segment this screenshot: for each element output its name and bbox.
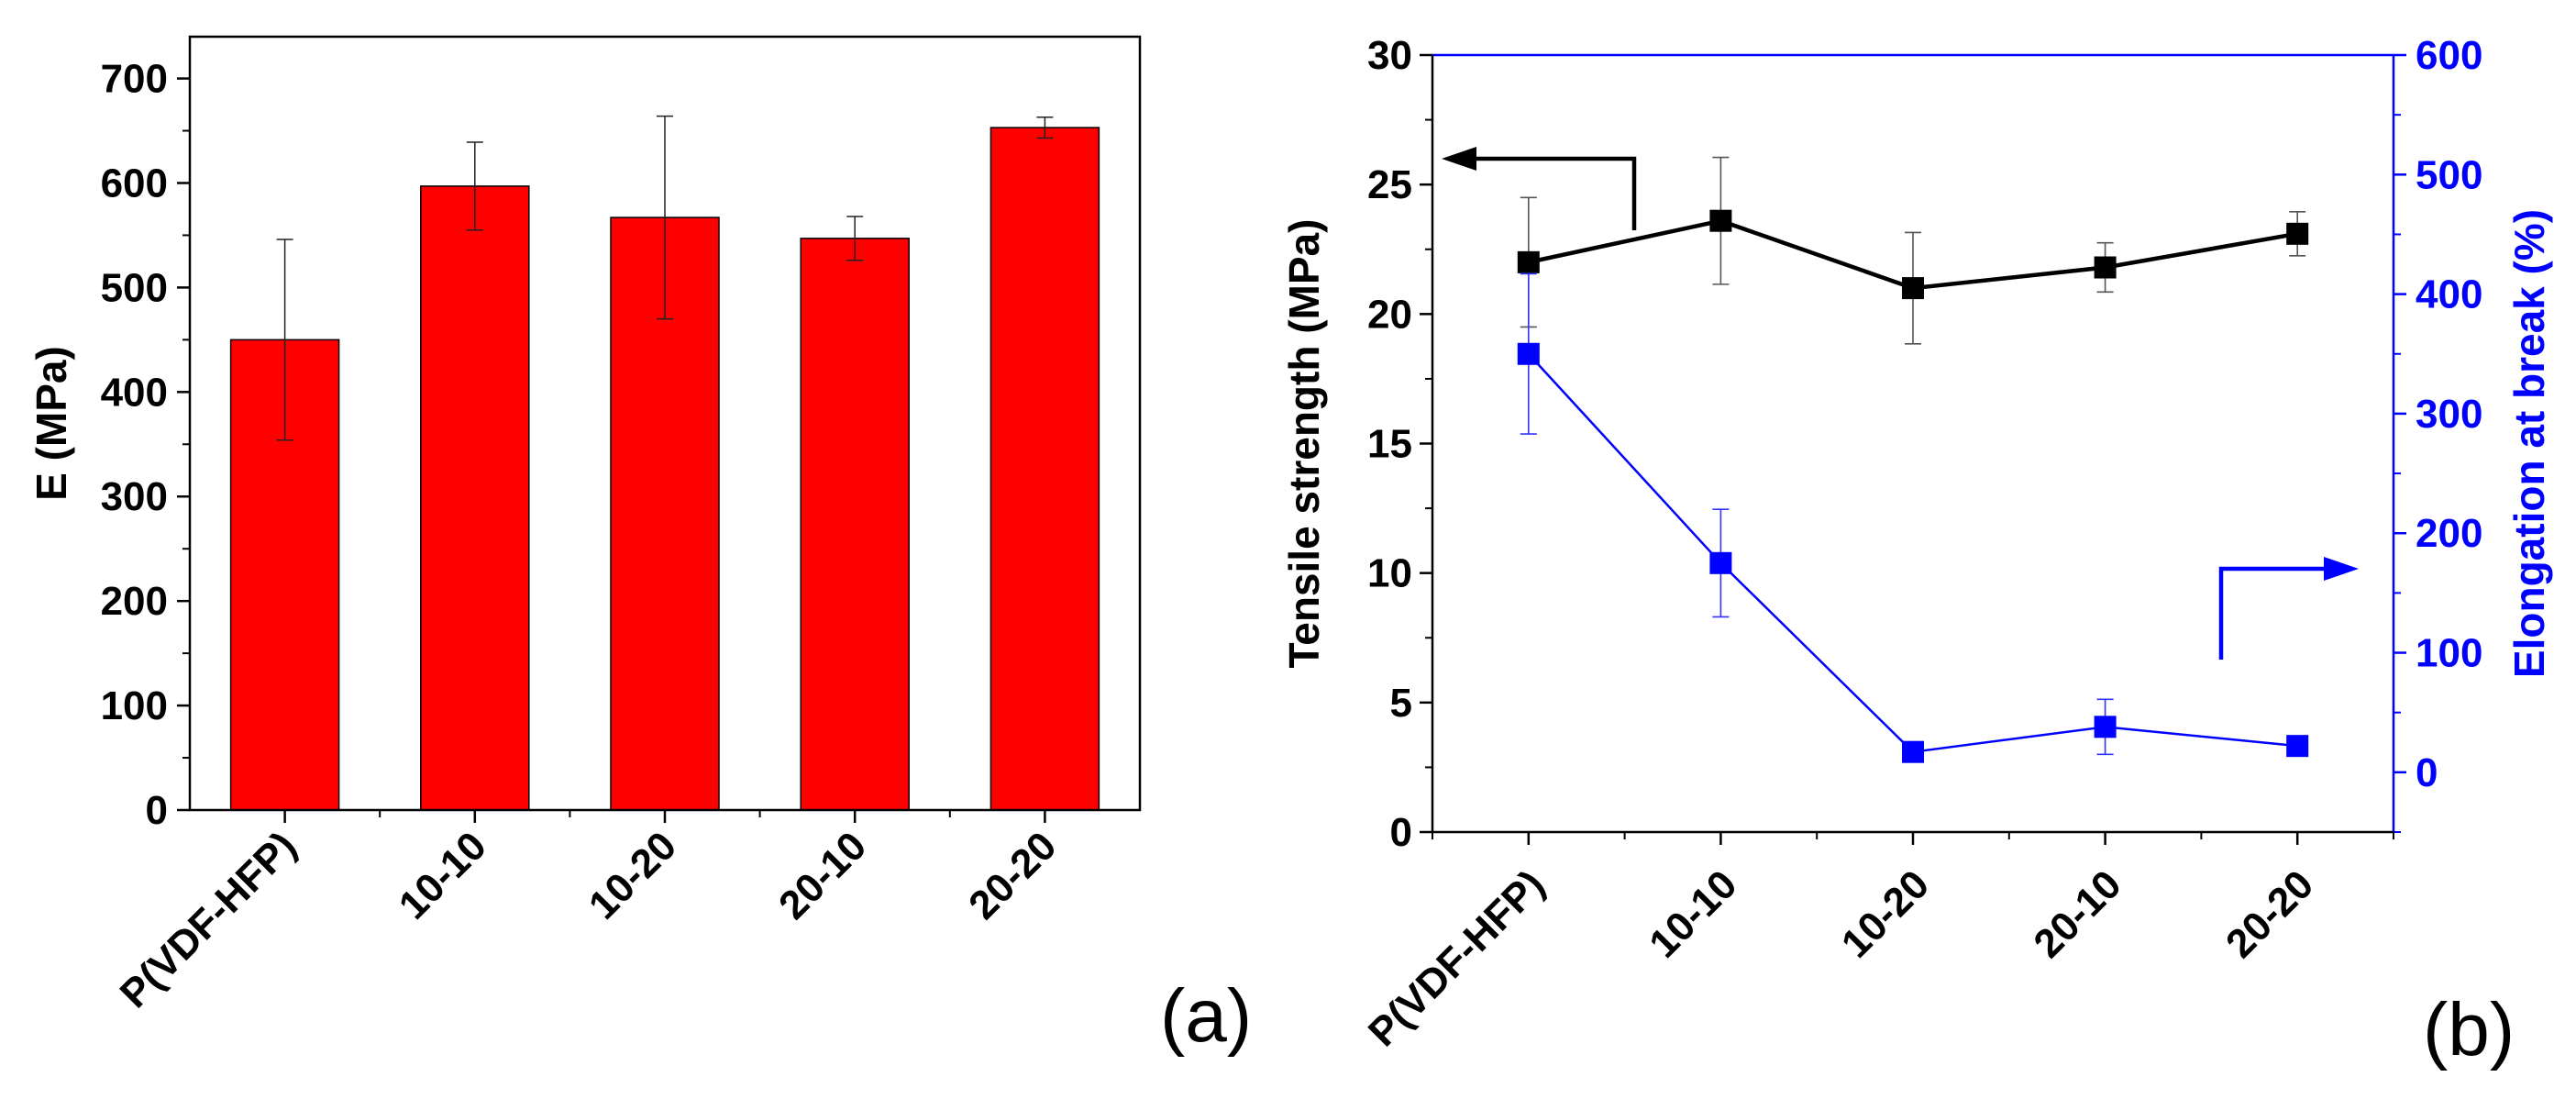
left-y-tick-label: 20 (1367, 292, 1412, 337)
panel-b-label: (b) (2423, 988, 2515, 1071)
right-y-tick-label: 0 (2416, 750, 2438, 795)
elongation-marker (2094, 716, 2117, 738)
panel-b-left-y-axis-title: Tensile strength (MPa) (1280, 219, 1328, 669)
elongation-marker (1902, 740, 1924, 763)
bar-10-10 (420, 185, 530, 811)
bar-20-10 (800, 238, 910, 811)
panel-a-label: (a) (1160, 974, 1252, 1058)
tensile-marker (1517, 250, 1540, 273)
right-y-tick-label: 400 (2416, 272, 2482, 317)
y-tick-label: 600 (101, 161, 168, 205)
y-tick-label: 500 (101, 265, 168, 310)
panel-b-series (1517, 156, 2309, 763)
y-tick-label: 100 (101, 683, 168, 728)
bar-20-20 (989, 127, 1100, 811)
elongation-marker (2286, 735, 2309, 758)
elongation-marker (1517, 342, 1540, 365)
right-y-tick-label: 500 (2416, 152, 2482, 197)
tensile-marker (1709, 209, 1732, 232)
right-y-tick-label: 600 (2416, 33, 2482, 78)
left-axis-indicator-arrow-head (1442, 147, 1476, 171)
left-y-tick-label: 0 (1390, 810, 1412, 855)
y-tick-label: 300 (101, 474, 168, 519)
tensile-marker (2286, 222, 2309, 245)
y-tick-label: 700 (101, 57, 168, 102)
panel-a-y-axis-title: E (MPa) (28, 346, 75, 501)
panel-b-left-y-ticks: 0 5 10 15 20 25 30 (1367, 33, 1432, 855)
y-tick-label: 400 (101, 370, 168, 415)
left-y-tick-label: 15 (1367, 422, 1412, 467)
right-y-tick-label: 300 (2416, 392, 2482, 437)
panel-b-right-y-ticks: 0 100 200 300 400 500 600 (2394, 33, 2482, 833)
left-y-tick-label: 25 (1367, 162, 1412, 207)
left-y-tick-label: 30 (1367, 33, 1412, 78)
right-y-tick-label: 200 (2416, 511, 2482, 556)
panel-a-error-bars (276, 115, 1054, 441)
panel-b-axis-arrows (1442, 147, 2359, 660)
right-axis-indicator-arrow-head (2324, 557, 2359, 581)
right-y-tick-label: 100 (2416, 631, 2482, 676)
panel-a-y-ticks: 0 100 200 300 400 500 600 700 (101, 57, 190, 833)
right-axis-indicator-arrow-line (2218, 566, 2335, 660)
elongation-marker (1709, 551, 1732, 574)
tensile-marker (1902, 277, 1924, 300)
y-tick-label: 200 (101, 579, 168, 624)
y-tick-label: 0 (146, 788, 168, 833)
left-axis-indicator-arrow-line (1465, 156, 1637, 230)
left-y-tick-label: 5 (1390, 681, 1412, 726)
left-y-tick-label: 10 (1367, 551, 1412, 596)
panel-b-right-y-axis-title: Elongation at break (%) (2505, 209, 2553, 678)
tensile-marker (2094, 256, 2117, 279)
